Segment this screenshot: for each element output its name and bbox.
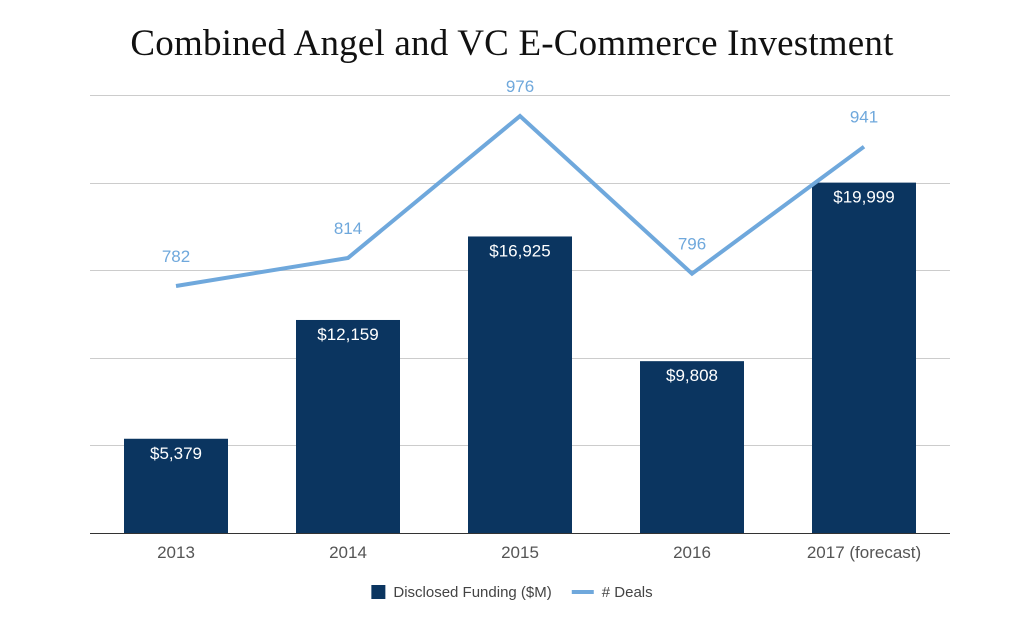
funding-bar-2017 [812,182,916,533]
x-tick-label: 2015 [501,543,539,562]
funding-bar-label: $9,808 [666,366,718,385]
funding-bar-2013 [124,438,228,533]
funding-bar-2016 [640,361,744,533]
legend-funding-swatch [371,585,386,599]
deals-point-label: 796 [678,235,706,254]
deals-point-label: 782 [162,247,190,266]
bars: $5,379 $12,159 $16,925 $9,808 $19,999 [124,182,916,533]
funding-bar-label: $5,379 [150,444,202,463]
x-tick-label: 2016 [673,543,711,562]
deals-point-label: 976 [506,77,534,96]
legend: Disclosed Funding ($M) # Deals [371,584,653,601]
funding-bar-label: $19,999 [833,188,894,207]
legend-deals-label: # Deals [602,584,653,601]
deals-point-label: 941 [850,108,878,127]
chart-title: Combined Angel and VC E-Commerce Investm… [130,23,894,64]
deals-line [175,113,866,288]
x-tick-label: 2013 [157,543,195,562]
funding-bar-2015 [468,236,572,533]
legend-funding-label: Disclosed Funding ($M) [393,584,551,601]
deals-line-series: 782 814 976 796 941 [162,77,878,288]
deals-point-label: 814 [334,219,362,238]
funding-bar-2014 [296,319,400,533]
funding-bar-label: $16,925 [489,241,550,260]
funding-bar-label: $12,159 [317,325,378,344]
x-axis: 2013 2014 2015 2016 2017 (forecast) [90,533,950,562]
x-tick-label: 2014 [329,543,367,562]
x-tick-label: 2017 (forecast) [807,543,921,562]
